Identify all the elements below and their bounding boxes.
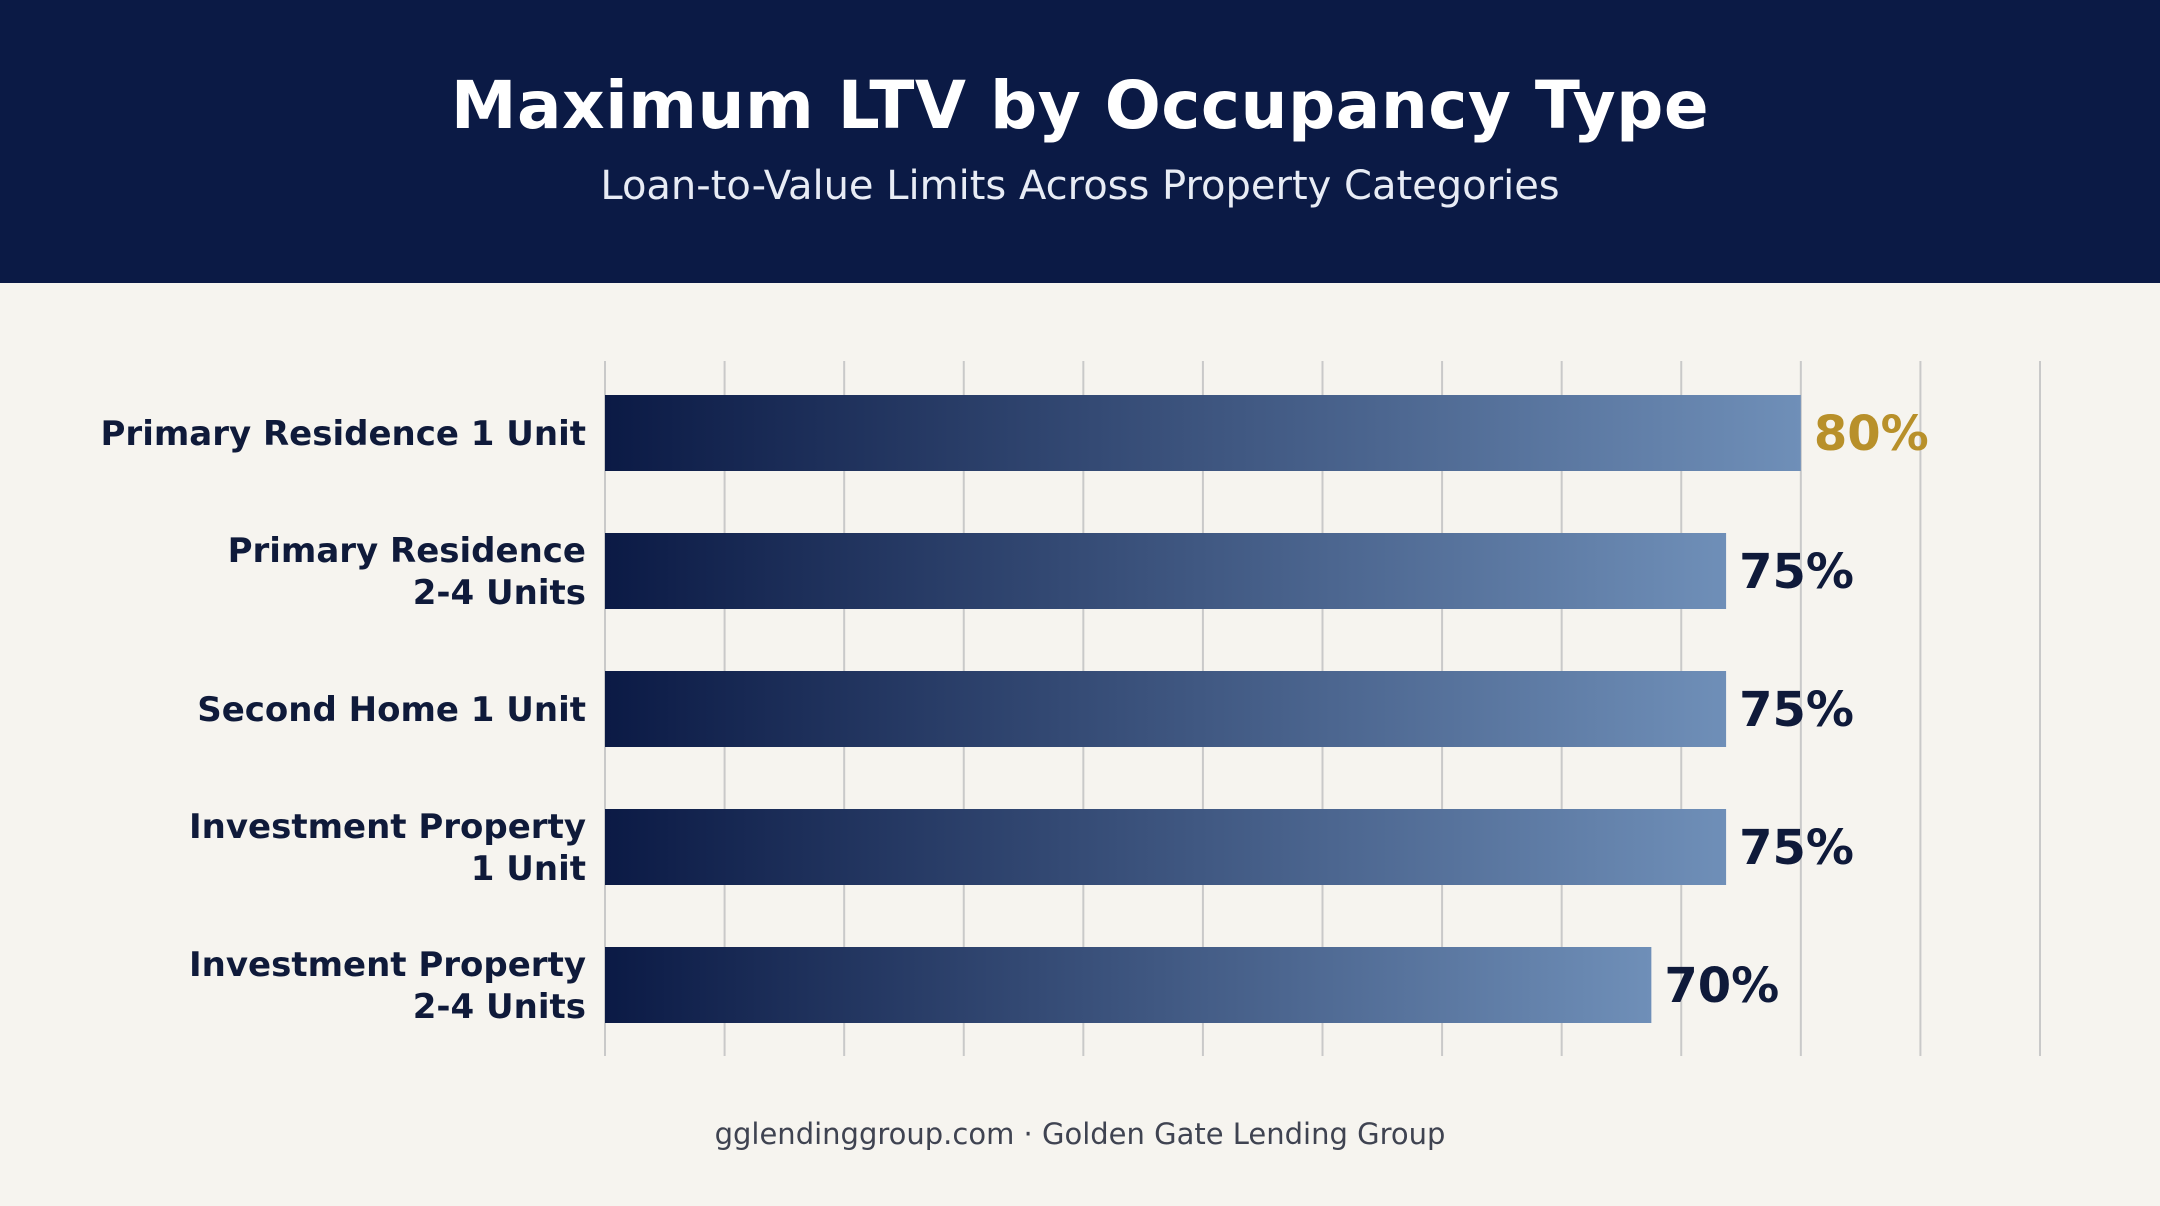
bar-4 bbox=[605, 947, 1652, 1023]
chart-title: Maximum LTV by Occupancy Type bbox=[450, 67, 1710, 144]
category-label-2: Second Home 1 Unit bbox=[197, 690, 586, 730]
value-label-1: 75% bbox=[1739, 544, 1854, 600]
category-label-1: Primary Residence 2-4 Units bbox=[228, 531, 586, 613]
bar-2 bbox=[605, 671, 1727, 747]
category-label-0: Primary Residence 1 Unit bbox=[101, 414, 586, 454]
value-labels: 80% 75% 75% 75% 70% bbox=[1664, 406, 1928, 1014]
category-label-4: Investment Property 2-4 Units bbox=[189, 945, 586, 1027]
category-label-line: Second Home 1 Unit bbox=[197, 690, 586, 730]
header-banner: Maximum LTV by Occupancy Type Loan-to-Va… bbox=[0, 0, 2160, 283]
bar-3 bbox=[605, 809, 1727, 885]
value-label-0: 80% bbox=[1814, 406, 1929, 462]
category-label-line: Primary Residence bbox=[228, 531, 586, 571]
footer-credit: gglendinggroup.com · Golden Gate Lending… bbox=[714, 1117, 1446, 1151]
category-label-line: 2-4 Units bbox=[413, 573, 586, 613]
category-label-3: Investment Property 1 Unit bbox=[189, 807, 586, 889]
bar-1 bbox=[605, 533, 1727, 609]
bar-chart: Primary Residence 1 Unit Primary Residenc… bbox=[101, 361, 2041, 1056]
category-label-line: Investment Property bbox=[189, 807, 586, 847]
chart-area: Primary Residence 1 Unit Primary Residenc… bbox=[0, 283, 2160, 1206]
value-label-2: 75% bbox=[1739, 682, 1854, 738]
value-label-4: 70% bbox=[1664, 958, 1779, 1014]
bars bbox=[605, 395, 1801, 1023]
category-labels: Primary Residence 1 Unit Primary Residenc… bbox=[101, 414, 586, 1027]
category-label-line: 2-4 Units bbox=[413, 987, 586, 1027]
chart-subtitle: Loan-to-Value Limits Across Property Cat… bbox=[600, 163, 1560, 209]
category-label-line: 1 Unit bbox=[471, 849, 586, 889]
bar-0 bbox=[605, 395, 1801, 471]
category-label-line: Primary Residence 1 Unit bbox=[101, 414, 586, 454]
category-label-line: Investment Property bbox=[189, 945, 586, 985]
value-label-3: 75% bbox=[1739, 820, 1854, 876]
